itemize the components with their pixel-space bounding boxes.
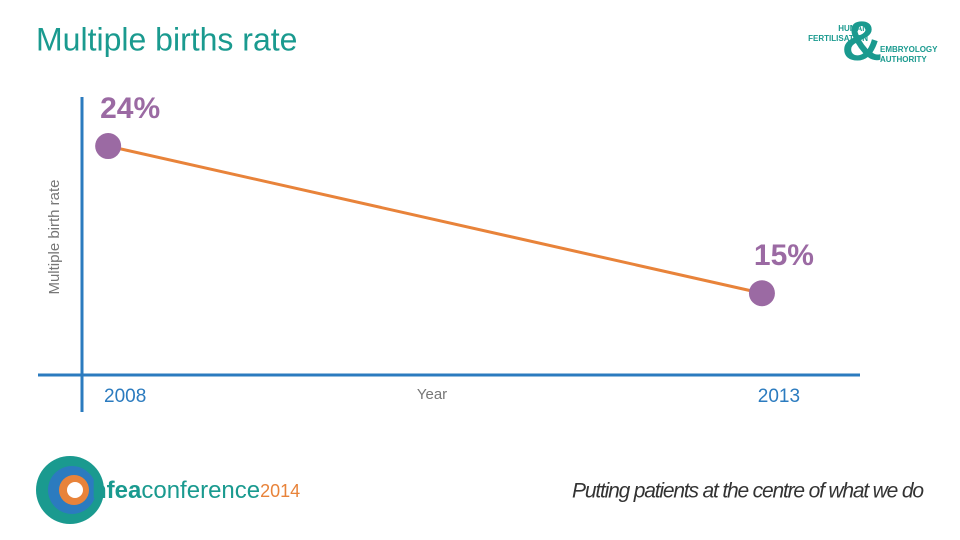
- authority-logo: HUMAN FERTILISATION & EMBRYOLOGY AUTHORI…: [808, 9, 938, 72]
- x-tick-label: 2008: [104, 386, 146, 407]
- conference-logo-text: hfeaconference2014: [92, 477, 300, 504]
- logo-text: EMBRYOLOGY: [880, 45, 938, 54]
- logo-text: HUMAN: [838, 24, 868, 33]
- marker: [748, 280, 775, 307]
- value-label: 15%: [754, 239, 814, 272]
- marker: [95, 133, 122, 160]
- logo-year: 2014: [260, 481, 300, 501]
- tagline: Putting patients at the centre of what w…: [572, 480, 924, 503]
- logo-text: FERTILISATION: [808, 34, 868, 43]
- logo-swirl: [67, 482, 83, 498]
- value-label: 24%: [100, 92, 160, 125]
- x-tick-label: 2013: [758, 386, 800, 407]
- data-line: [107, 144, 763, 295]
- chart-title: Multiple births rate: [36, 21, 297, 57]
- logo-text: AUTHORITY: [880, 55, 927, 64]
- logo-brand: hfea: [92, 477, 142, 504]
- logo-amp: &: [842, 9, 882, 72]
- logo-word: conference: [141, 477, 260, 504]
- conference-logo: hfeaconference2014: [36, 456, 300, 524]
- x-axis-label: Year: [417, 386, 447, 403]
- y-axis-label: Multiple birth rate: [46, 179, 63, 294]
